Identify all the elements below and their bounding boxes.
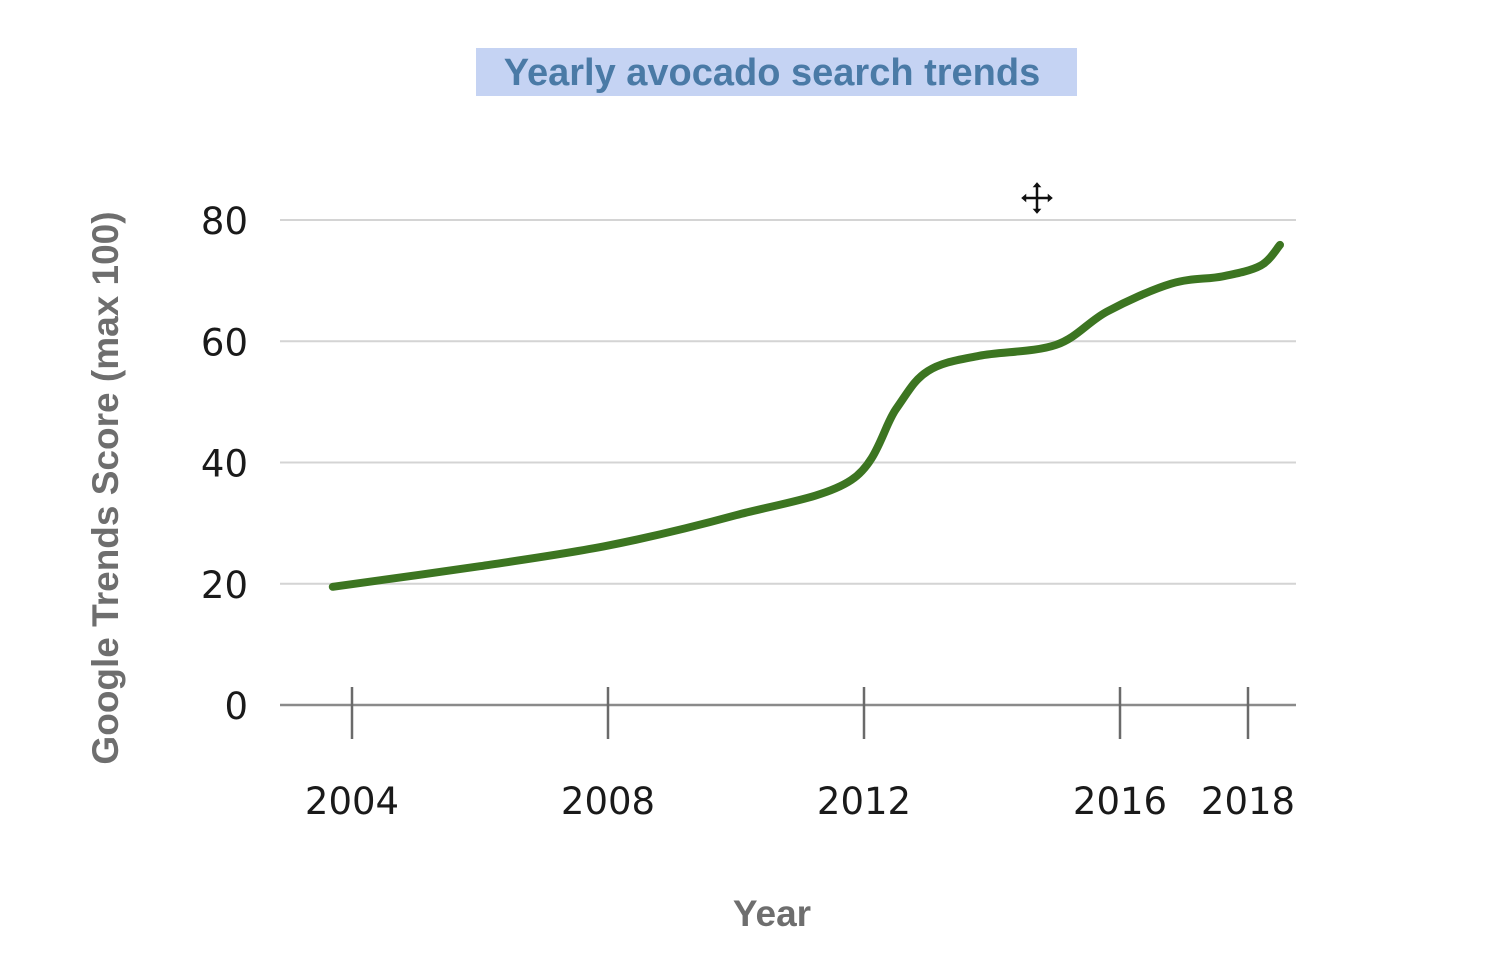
series-line-0 bbox=[328, 240, 1284, 591]
y-tick-label-60: 60 bbox=[201, 321, 248, 364]
x-tick-label-2012: 2012 bbox=[817, 780, 911, 823]
y-tick-label-80: 80 bbox=[201, 200, 248, 243]
x-axis-label: Year bbox=[733, 893, 811, 934]
move-cursor-icon bbox=[1018, 179, 1056, 217]
y-axis-label: Google Trends Score (max 100) bbox=[85, 211, 126, 764]
chart-title-background bbox=[476, 48, 1077, 96]
y-axis-tick-labels: 0 20 40 60 80 bbox=[201, 200, 248, 728]
x-axis: 2004 2008 2012 2016 2018 bbox=[280, 687, 1296, 823]
y-tick-label-0: 0 bbox=[224, 685, 248, 728]
chart-title: Yearly avocado search trends bbox=[504, 52, 1041, 94]
series-layer bbox=[328, 240, 1284, 591]
y-tick-label-20: 20 bbox=[201, 564, 248, 607]
x-tick-label-2008: 2008 bbox=[561, 780, 655, 823]
y-tick-label-40: 40 bbox=[201, 443, 248, 486]
chart-title-group: Yearly avocado search trends bbox=[476, 48, 1077, 96]
x-tick-label-2004: 2004 bbox=[305, 780, 399, 823]
x-tick-label-2018: 2018 bbox=[1201, 780, 1295, 823]
grid-lines bbox=[280, 219, 1296, 585]
x-tick-label-2016: 2016 bbox=[1073, 780, 1167, 823]
